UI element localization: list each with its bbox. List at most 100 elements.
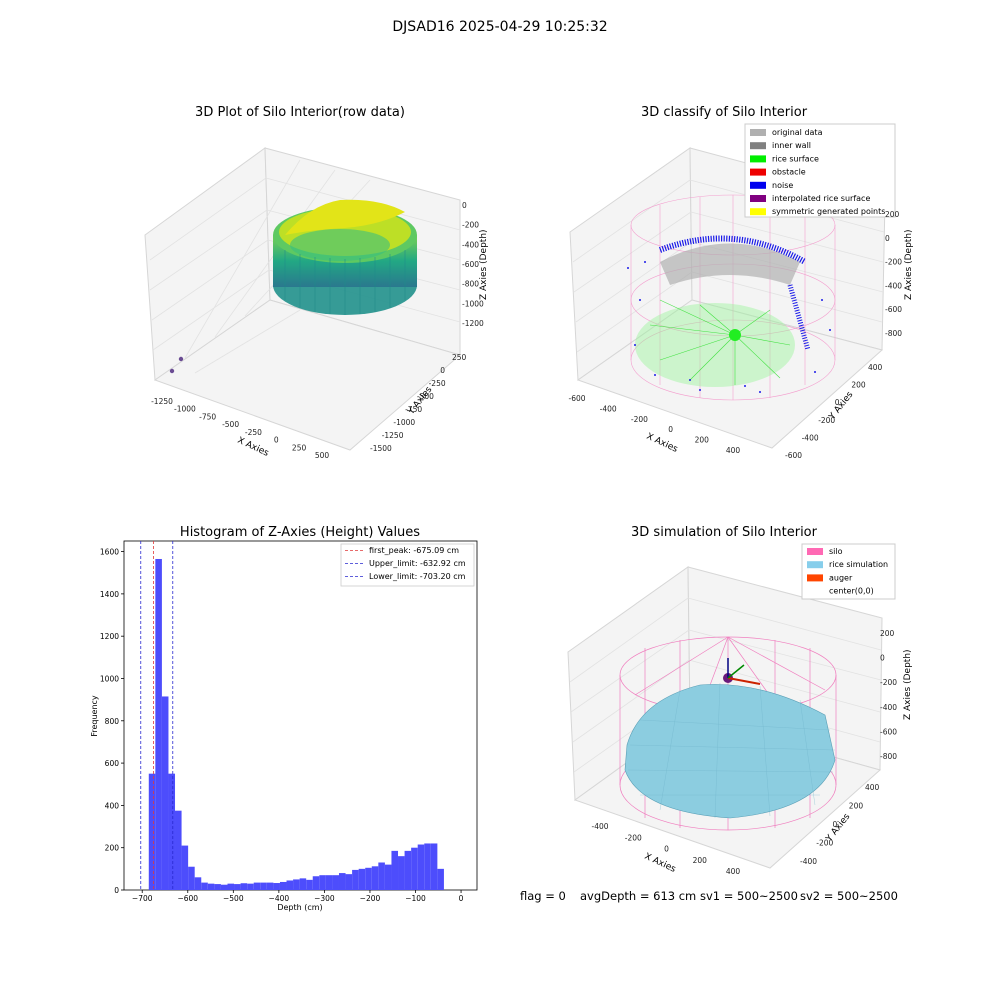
histogram-bar xyxy=(188,866,195,890)
panel-raw-zticks: 0 -200 -400 -600 -800 -1000 -1200 xyxy=(462,201,484,328)
histogram-bar xyxy=(227,883,235,890)
classify-points xyxy=(627,235,831,393)
legend-swatch xyxy=(750,168,766,176)
histogram-bar xyxy=(207,883,215,890)
z-tick-label: -400 xyxy=(880,703,897,712)
x-tick-label: −400 xyxy=(269,894,290,903)
y-tick-label: -1250 xyxy=(382,431,404,440)
histogram-bar xyxy=(338,873,346,890)
x-tick-label: −300 xyxy=(314,894,335,903)
histogram-reference-lines xyxy=(140,541,174,890)
legend-label: center(0,0) xyxy=(829,587,874,596)
panel-classify: 3D classify of Silo Interior xyxy=(568,105,914,460)
y-tick-label: -1000 xyxy=(393,418,415,427)
panel-classify-xticks: -600 -400 -200 0 200 400 xyxy=(568,394,740,455)
y-tick-label: 0 xyxy=(835,398,840,407)
histogram-bar xyxy=(293,879,300,890)
histogram-title: Histogram of Z-Axies (Height) Values xyxy=(180,525,420,540)
legend-swatch xyxy=(750,142,766,150)
y-tick-label: -1500 xyxy=(370,444,392,453)
panel-classify-xlabel: X Axies xyxy=(645,432,680,455)
x-tick-label: 250 xyxy=(292,443,307,452)
y-tick-label: 1200 xyxy=(100,632,119,641)
histogram-bar xyxy=(345,874,353,890)
simulation-legend: silo rice simulation auger center(0,0) xyxy=(801,543,896,600)
y-tick-label: 1400 xyxy=(100,590,119,599)
histogram-axes-frame xyxy=(123,540,478,891)
histogram-bar xyxy=(175,810,182,890)
legend-label: original data xyxy=(772,128,823,137)
panel-raw-data: 3D Plot of Silo Interior(row data) xyxy=(144,105,489,460)
x-tick-label: 0 xyxy=(668,425,673,434)
histogram-xlabel: Depth (cm) xyxy=(277,903,322,912)
y-tick-label: 400 xyxy=(105,801,120,810)
legend-swatch xyxy=(807,548,823,555)
z-tick-label: -800 xyxy=(880,752,897,761)
histogram-bar xyxy=(319,875,326,890)
y-tick-label: 200 xyxy=(851,381,866,390)
legend-label: Upper_limit: -632.92 cm xyxy=(369,559,466,568)
raw-point-cloud xyxy=(169,199,417,374)
panel-simulation-xticks: -400 -200 0 200 400 xyxy=(591,822,740,876)
legend-swatch xyxy=(750,181,766,189)
x-tick-label: −100 xyxy=(405,894,426,903)
histogram-bar xyxy=(161,696,169,890)
legend-label: rice simulation xyxy=(829,560,888,569)
x-tick-label: -400 xyxy=(591,822,608,831)
z-tick-label: -400 xyxy=(462,240,479,249)
histogram-bar xyxy=(286,880,294,890)
x-tick-label: 0 xyxy=(664,845,669,854)
y-tick-label: 400 xyxy=(865,783,880,792)
status-sv2: sv2 = 500~2500 xyxy=(800,889,898,903)
histogram-bar xyxy=(417,844,425,890)
y-tick-label: -250 xyxy=(429,379,446,388)
x-tick-label: -750 xyxy=(199,412,216,421)
panel-simulation-zlabel: Z Axies (Depth) xyxy=(903,649,913,720)
figure-suptitle: DJSAD16 2025-04-29 10:25:32 xyxy=(392,19,607,35)
z-tick-label: -200 xyxy=(885,258,902,267)
y-tick-label: 250 xyxy=(452,353,467,362)
histogram-bar xyxy=(148,773,156,890)
x-tick-label: 200 xyxy=(693,856,708,865)
panel-simulation-zticks: 200 0 -200 -400 -600 -800 xyxy=(880,629,897,761)
histogram-bar xyxy=(220,884,228,890)
x-tick-label: −200 xyxy=(360,894,381,903)
histogram-bar xyxy=(181,845,189,890)
legend-label: inner wall xyxy=(772,141,811,150)
z-tick-label: -1200 xyxy=(462,319,484,328)
legend-label: obstacle xyxy=(772,168,806,177)
y-tick-label: -200 xyxy=(818,416,835,425)
histogram-bar xyxy=(240,883,248,890)
histogram-bar xyxy=(404,850,412,890)
x-tick-label: -1000 xyxy=(174,405,196,414)
histogram-bar xyxy=(253,882,261,890)
z-tick-label: -200 xyxy=(880,678,897,687)
z-tick-label: -600 xyxy=(885,305,902,314)
panel-raw-xticks: -1250-1000-750 -500 -250 0 250 500 xyxy=(151,397,329,460)
x-tick-label: -200 xyxy=(625,833,642,842)
histogram-bar xyxy=(194,877,202,890)
legend-swatch xyxy=(750,129,766,136)
histogram-bar xyxy=(260,882,267,890)
histogram-bar xyxy=(312,876,320,890)
z-tick-label: -600 xyxy=(462,260,479,269)
legend-swatch xyxy=(807,574,823,582)
x-tick-label: 500 xyxy=(315,451,330,460)
histogram-bar xyxy=(332,875,339,890)
histogram-xticks: −700 −600 −500 −400 −300 −200 −100 0 xyxy=(132,890,464,903)
z-tick-label: -1000 xyxy=(462,299,484,308)
legend-swatch xyxy=(750,208,766,216)
z-tick-label: -400 xyxy=(885,281,902,290)
panel-simulation-title: 3D simulation of Silo Interior xyxy=(631,525,818,540)
y-tick-label: 1600 xyxy=(100,548,119,557)
x-tick-label: -400 xyxy=(600,404,617,413)
y-tick-label: -400 xyxy=(800,857,817,866)
x-tick-label: -600 xyxy=(568,394,585,403)
y-tick-label: 200 xyxy=(849,802,864,811)
histogram-bar xyxy=(325,875,333,890)
y-tick-label: 1000 xyxy=(100,674,119,683)
status-sv1: sv1 = 500~2500 xyxy=(700,889,798,903)
simulation-auger xyxy=(723,658,761,685)
histogram-bar xyxy=(299,878,307,890)
